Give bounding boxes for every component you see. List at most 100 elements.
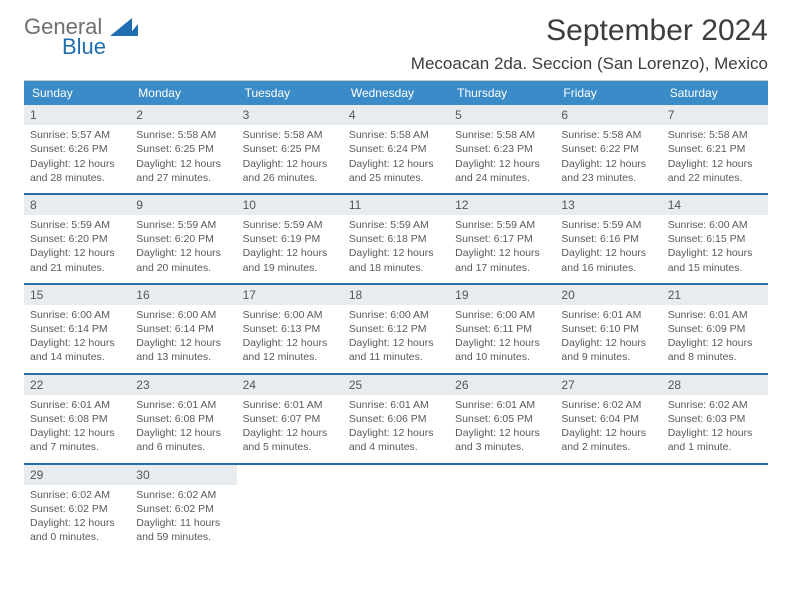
calendar-cell: 20Sunrise: 6:01 AMSunset: 6:10 PMDayligh… (555, 285, 661, 373)
daylight-text: Daylight: 12 hours (349, 336, 443, 350)
day-number: 9 (130, 195, 236, 215)
sunrise-text: Sunrise: 6:01 AM (136, 398, 230, 412)
calendar-cell: 29Sunrise: 6:02 AMSunset: 6:02 PMDayligh… (24, 465, 130, 553)
daylight-text: Daylight: 12 hours (243, 426, 337, 440)
day-number: 28 (662, 375, 768, 395)
calendar-cell: 19Sunrise: 6:00 AMSunset: 6:11 PMDayligh… (449, 285, 555, 373)
sunrise-text: Sunrise: 6:02 AM (561, 398, 655, 412)
calendar-cell: . (449, 465, 555, 553)
calendar-cell: 10Sunrise: 5:59 AMSunset: 6:19 PMDayligh… (237, 195, 343, 283)
daylight-text: Daylight: 12 hours (455, 246, 549, 260)
daylight-text: and 25 minutes. (349, 171, 443, 185)
sunrise-text: Sunrise: 5:59 AM (455, 218, 549, 232)
calendar-cell: 17Sunrise: 6:00 AMSunset: 6:13 PMDayligh… (237, 285, 343, 373)
sunrise-text: Sunrise: 6:00 AM (136, 308, 230, 322)
day-number: 4 (343, 105, 449, 125)
daylight-text: and 17 minutes. (455, 261, 549, 275)
daylight-text: Daylight: 12 hours (349, 157, 443, 171)
sunrise-text: Sunrise: 6:02 AM (668, 398, 762, 412)
calendar-cell: 18Sunrise: 6:00 AMSunset: 6:12 PMDayligh… (343, 285, 449, 373)
sunrise-text: Sunrise: 6:01 AM (349, 398, 443, 412)
calendar-cell: 2Sunrise: 5:58 AMSunset: 6:25 PMDaylight… (130, 105, 236, 193)
calendar-cell: 26Sunrise: 6:01 AMSunset: 6:05 PMDayligh… (449, 375, 555, 463)
calendar-cell: 7Sunrise: 5:58 AMSunset: 6:21 PMDaylight… (662, 105, 768, 193)
dow-monday: Monday (130, 81, 236, 105)
day-number: 11 (343, 195, 449, 215)
day-number: 13 (555, 195, 661, 215)
brand-word-2: Blue (62, 34, 106, 60)
sunset-text: Sunset: 6:06 PM (349, 412, 443, 426)
daylight-text: Daylight: 12 hours (30, 426, 124, 440)
calendar-cell: . (237, 465, 343, 553)
sunset-text: Sunset: 6:14 PM (136, 322, 230, 336)
calendar-cell: . (662, 465, 768, 553)
daylight-text: Daylight: 12 hours (243, 336, 337, 350)
calendar-cell: 11Sunrise: 5:59 AMSunset: 6:18 PMDayligh… (343, 195, 449, 283)
day-number: 12 (449, 195, 555, 215)
daylight-text: Daylight: 12 hours (136, 336, 230, 350)
sunset-text: Sunset: 6:20 PM (136, 232, 230, 246)
sunrise-text: Sunrise: 5:59 AM (561, 218, 655, 232)
calendar-week: 15Sunrise: 6:00 AMSunset: 6:14 PMDayligh… (24, 285, 768, 375)
daylight-text: and 27 minutes. (136, 171, 230, 185)
sunrise-text: Sunrise: 5:58 AM (243, 128, 337, 142)
location-subtitle: Mecoacan 2da. Seccion (San Lorenzo), Mex… (411, 54, 768, 74)
calendar-cell: 4Sunrise: 5:58 AMSunset: 6:24 PMDaylight… (343, 105, 449, 193)
sunrise-text: Sunrise: 5:59 AM (243, 218, 337, 232)
dow-sunday: Sunday (24, 81, 130, 105)
sunset-text: Sunset: 6:15 PM (668, 232, 762, 246)
daylight-text: and 2 minutes. (561, 440, 655, 454)
calendar-cell: 21Sunrise: 6:01 AMSunset: 6:09 PMDayligh… (662, 285, 768, 373)
daylight-text: and 21 minutes. (30, 261, 124, 275)
day-number: 3 (237, 105, 343, 125)
sunset-text: Sunset: 6:13 PM (243, 322, 337, 336)
sunset-text: Sunset: 6:03 PM (668, 412, 762, 426)
daylight-text: and 6 minutes. (136, 440, 230, 454)
calendar-cell: 28Sunrise: 6:02 AMSunset: 6:03 PMDayligh… (662, 375, 768, 463)
daylight-text: and 23 minutes. (561, 171, 655, 185)
month-title: September 2024 (411, 14, 768, 48)
sunrise-text: Sunrise: 6:00 AM (243, 308, 337, 322)
calendar-cell: 12Sunrise: 5:59 AMSunset: 6:17 PMDayligh… (449, 195, 555, 283)
daylight-text: and 0 minutes. (30, 530, 124, 544)
sunset-text: Sunset: 6:11 PM (455, 322, 549, 336)
daylight-text: and 22 minutes. (668, 171, 762, 185)
calendar-cell: 24Sunrise: 6:01 AMSunset: 6:07 PMDayligh… (237, 375, 343, 463)
daylight-text: and 19 minutes. (243, 261, 337, 275)
sunset-text: Sunset: 6:07 PM (243, 412, 337, 426)
daylight-text: Daylight: 12 hours (455, 336, 549, 350)
brand-triangle-small-icon (128, 24, 138, 36)
calendar-cell: 27Sunrise: 6:02 AMSunset: 6:04 PMDayligh… (555, 375, 661, 463)
daylight-text: and 24 minutes. (455, 171, 549, 185)
sunset-text: Sunset: 6:08 PM (136, 412, 230, 426)
daylight-text: and 11 minutes. (349, 350, 443, 364)
day-number: 1 (24, 105, 130, 125)
day-number: 19 (449, 285, 555, 305)
daylight-text: Daylight: 12 hours (561, 157, 655, 171)
sunrise-text: Sunrise: 6:00 AM (349, 308, 443, 322)
daylight-text: and 8 minutes. (668, 350, 762, 364)
daylight-text: Daylight: 12 hours (561, 426, 655, 440)
calendar-cell: 8Sunrise: 5:59 AMSunset: 6:20 PMDaylight… (24, 195, 130, 283)
daylight-text: Daylight: 11 hours (136, 516, 230, 530)
sunset-text: Sunset: 6:23 PM (455, 142, 549, 156)
daylight-text: Daylight: 12 hours (561, 246, 655, 260)
sunrise-text: Sunrise: 5:58 AM (668, 128, 762, 142)
sunset-text: Sunset: 6:12 PM (349, 322, 443, 336)
daylight-text: and 7 minutes. (30, 440, 124, 454)
day-number: 14 (662, 195, 768, 215)
daylight-text: Daylight: 12 hours (243, 246, 337, 260)
calendar-cell: 13Sunrise: 5:59 AMSunset: 6:16 PMDayligh… (555, 195, 661, 283)
day-number: 7 (662, 105, 768, 125)
calendar-cell: 15Sunrise: 6:00 AMSunset: 6:14 PMDayligh… (24, 285, 130, 373)
calendar-cell: 9Sunrise: 5:59 AMSunset: 6:20 PMDaylight… (130, 195, 236, 283)
calendar-week: 1Sunrise: 5:57 AMSunset: 6:26 PMDaylight… (24, 105, 768, 195)
dow-friday: Friday (555, 81, 661, 105)
daylight-text: and 15 minutes. (668, 261, 762, 275)
sunrise-text: Sunrise: 5:58 AM (349, 128, 443, 142)
dow-thursday: Thursday (449, 81, 555, 105)
calendar-cell: 1Sunrise: 5:57 AMSunset: 6:26 PMDaylight… (24, 105, 130, 193)
calendar-cell: 22Sunrise: 6:01 AMSunset: 6:08 PMDayligh… (24, 375, 130, 463)
calendar-cell: . (555, 465, 661, 553)
daylight-text: Daylight: 12 hours (349, 246, 443, 260)
